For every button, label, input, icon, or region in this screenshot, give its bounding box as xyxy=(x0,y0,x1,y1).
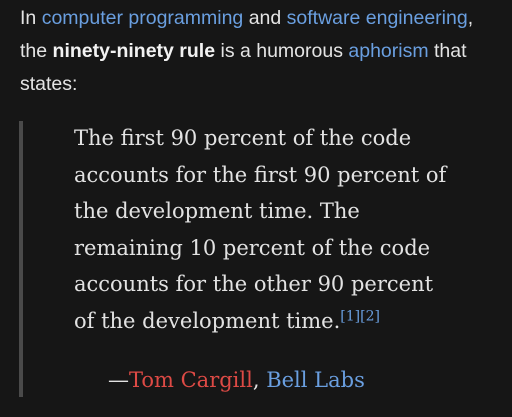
em-dash: — xyxy=(108,368,129,392)
blockquote: The first 90 percent of the code account… xyxy=(74,120,494,339)
computer-programming-link[interactable]: computer programming xyxy=(41,7,244,29)
aphorism-link[interactable]: aphorism xyxy=(348,40,429,62)
tom-cargill-link[interactable]: Tom Cargill xyxy=(129,368,253,392)
quote-line: of the development time. xyxy=(74,308,341,333)
intro-text: In xyxy=(20,7,42,29)
software-engineering-link[interactable]: software engineering xyxy=(286,7,468,29)
bell-labs-link[interactable]: Bell Labs xyxy=(266,368,365,392)
quote-line: accounts for the other 90 percent xyxy=(74,272,434,296)
attribution-separator: , xyxy=(252,368,267,392)
intro-text: that xyxy=(428,40,467,62)
intro-text: is a humorous xyxy=(215,40,349,62)
quote-attribution: —Tom Cargill, Bell Labs xyxy=(108,362,365,398)
citation-1-link[interactable]: [1] xyxy=(340,307,361,324)
quote-line: accounts for the first 90 percent of xyxy=(74,162,447,187)
intro-text: , xyxy=(467,7,474,29)
intro-text: states: xyxy=(20,73,78,95)
quote-line: The first 90 percent of the code xyxy=(74,126,412,150)
citation-refs: [1][2] xyxy=(340,308,380,324)
bold-term: ninety-ninety rule xyxy=(52,40,216,62)
citation-2-link[interactable]: [2] xyxy=(360,307,380,324)
intro-text: the xyxy=(20,40,53,62)
quote-line: the development time. The xyxy=(74,199,360,223)
intro-text: and xyxy=(243,7,287,29)
quote-line: remaining 10 percent of the code xyxy=(74,235,431,260)
blockquote-bar xyxy=(19,121,23,397)
intro-paragraph: In computer programming and software eng… xyxy=(20,2,500,101)
